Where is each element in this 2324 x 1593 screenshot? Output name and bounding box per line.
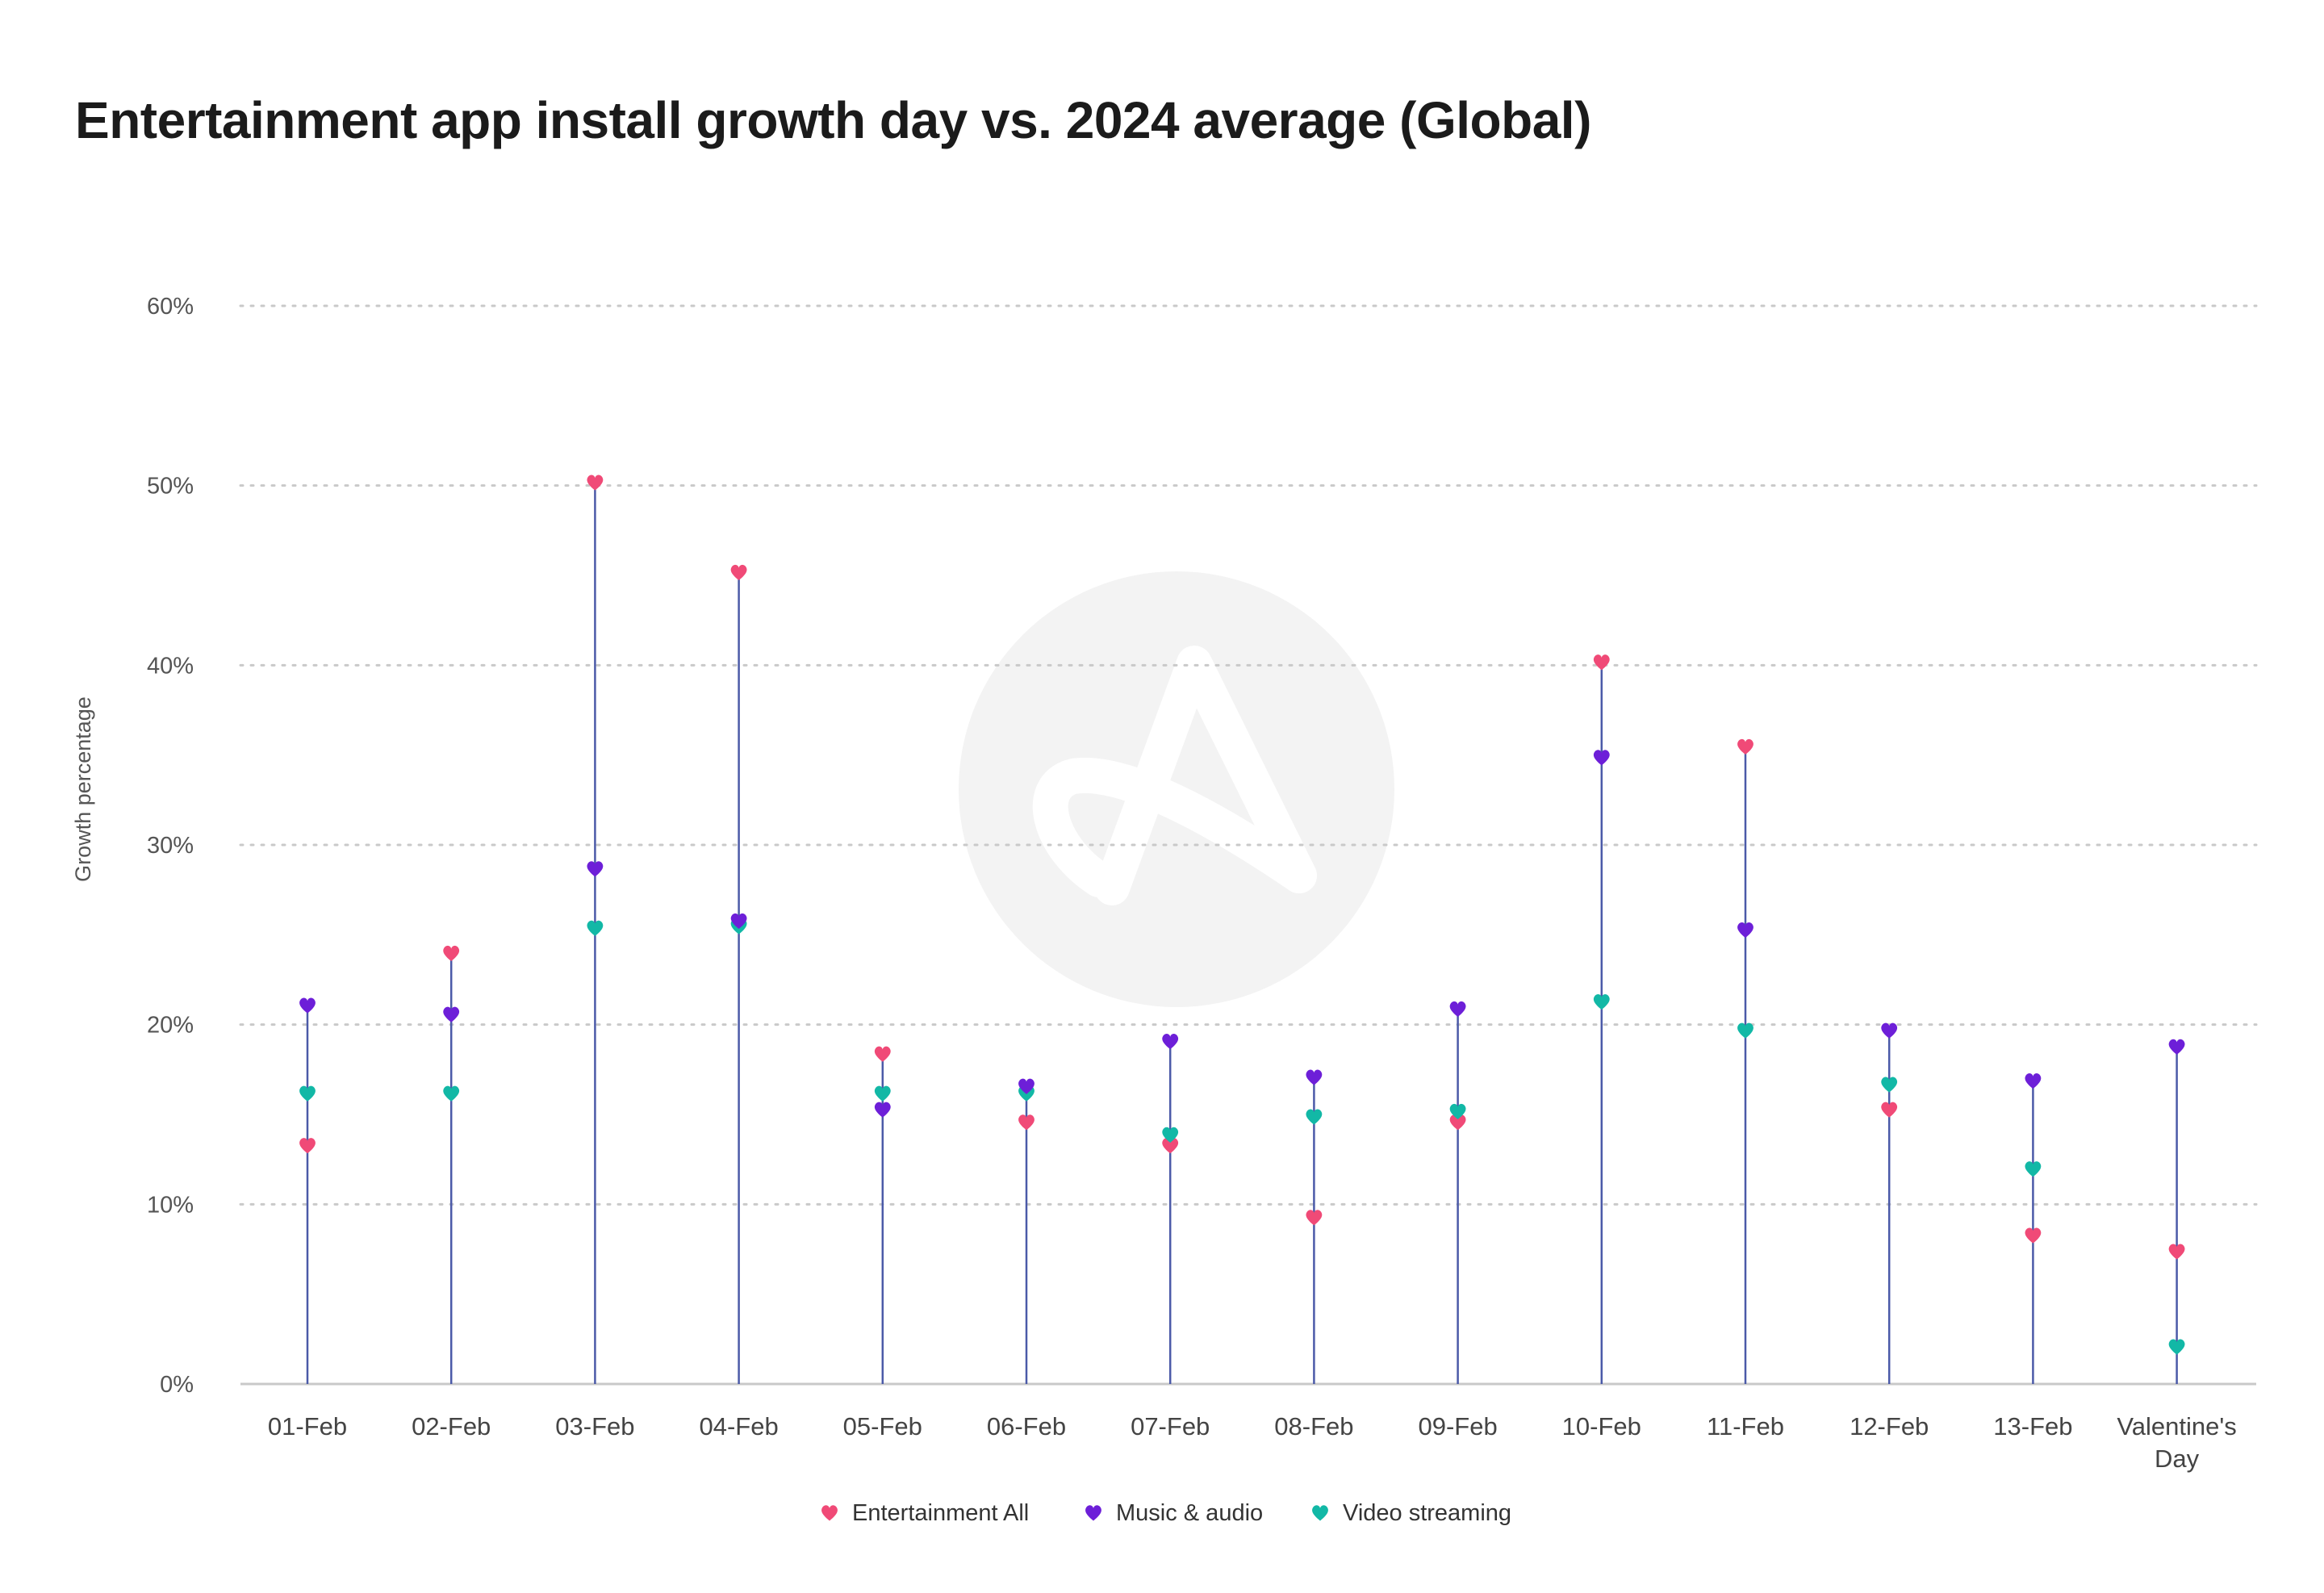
data-point — [2168, 1039, 2185, 1055]
data-point — [1737, 738, 1753, 755]
data-point — [1593, 654, 1610, 671]
data-point — [299, 1138, 316, 1154]
x-tick-label: 05-Feb — [843, 1412, 922, 1440]
point-layer — [299, 475, 2185, 1355]
data-point — [587, 861, 604, 877]
x-tick-label: 02-Feb — [412, 1412, 491, 1440]
data-point — [1593, 750, 1610, 766]
chart-title: Entertainment app install growth day vs.… — [75, 91, 1591, 149]
data-point — [1449, 1001, 1466, 1018]
data-point — [587, 920, 604, 936]
legend-label: Video streaming — [1343, 1500, 1511, 1526]
data-point — [1737, 1022, 1753, 1039]
legend-item: Music & audio — [1085, 1500, 1263, 1526]
x-tick-label: 08-Feb — [1274, 1412, 1353, 1440]
x-tick-label: 01-Feb — [268, 1412, 347, 1440]
x-tick-label: 07-Feb — [1131, 1412, 1210, 1440]
data-point — [443, 1085, 460, 1102]
y-axis-title: Growth percentage — [71, 696, 95, 882]
legend-marker — [1312, 1505, 1328, 1521]
data-point — [299, 997, 316, 1014]
legend: Entertainment All Music & audio Video stre… — [821, 1500, 1511, 1526]
x-tick-label: Valentine's Day — [2117, 1412, 2236, 1473]
data-point — [1306, 1210, 1323, 1226]
y-tick-label: 30% — [147, 833, 194, 859]
legend-label: Music & audio — [1116, 1500, 1263, 1526]
y-tick-label: 10% — [147, 1192, 194, 1218]
data-point — [1018, 1078, 1035, 1094]
data-point — [299, 1085, 316, 1102]
data-point — [443, 1006, 460, 1022]
y-tick-labels: 0% 10% 20% 30% 40% 50% 60% — [147, 294, 194, 1398]
x-tick-label: 04-Feb — [699, 1412, 778, 1440]
y-tick-label: 50% — [147, 474, 194, 500]
data-point — [1162, 1127, 1179, 1143]
x-tick-labels: 01-Feb 02-Feb 03-Feb 04-Feb 05-Feb 06-Feb 07-F… — [268, 1412, 2237, 1473]
legend-item: Video streaming — [1312, 1500, 1511, 1526]
data-point — [2168, 1244, 2185, 1260]
data-point — [1593, 994, 1610, 1010]
data-point — [1881, 1022, 1898, 1039]
y-tick-label: 0% — [160, 1372, 194, 1398]
legend-marker — [821, 1505, 838, 1521]
x-tick-label: 06-Feb — [987, 1412, 1066, 1440]
legend-marker — [1085, 1505, 1101, 1521]
y-tick-label: 20% — [147, 1013, 194, 1039]
data-point — [1306, 1109, 1323, 1125]
data-point — [874, 1046, 891, 1062]
data-point — [1162, 1138, 1179, 1154]
data-point — [1881, 1102, 1898, 1118]
data-point — [443, 945, 460, 962]
data-point — [1162, 1034, 1179, 1050]
grid-layer — [239, 304, 2258, 1386]
data-point — [874, 1102, 891, 1118]
legend-label: Entertainment All — [852, 1500, 1029, 1526]
data-point — [1306, 1069, 1323, 1085]
data-point — [1881, 1077, 1898, 1093]
x-tick-label: 12-Feb — [1850, 1412, 1929, 1440]
y-tick-label: 40% — [147, 653, 194, 679]
data-point — [1737, 922, 1753, 939]
x-tick-label: 03-Feb — [555, 1412, 634, 1440]
data-point — [2025, 1072, 2042, 1089]
data-point — [874, 1085, 891, 1102]
data-point — [730, 564, 747, 580]
data-point — [587, 475, 604, 491]
data-point — [1018, 1114, 1035, 1131]
x-tick-label: 13-Feb — [1993, 1412, 2072, 1440]
data-point — [730, 913, 747, 929]
y-tick-label: 60% — [147, 294, 194, 320]
x-tick-label: 11-Feb — [1707, 1412, 1784, 1440]
data-point — [2168, 1339, 2185, 1355]
x-tick-label: 10-Feb — [1562, 1412, 1641, 1440]
legend-item: Entertainment All — [821, 1500, 1029, 1526]
data-point — [2025, 1161, 2042, 1177]
data-point — [2025, 1227, 2042, 1244]
x-tick-label: 09-Feb — [1418, 1412, 1497, 1440]
logo-watermark-icon — [959, 571, 1394, 1007]
data-point — [1449, 1114, 1466, 1131]
data-point — [1449, 1103, 1466, 1119]
